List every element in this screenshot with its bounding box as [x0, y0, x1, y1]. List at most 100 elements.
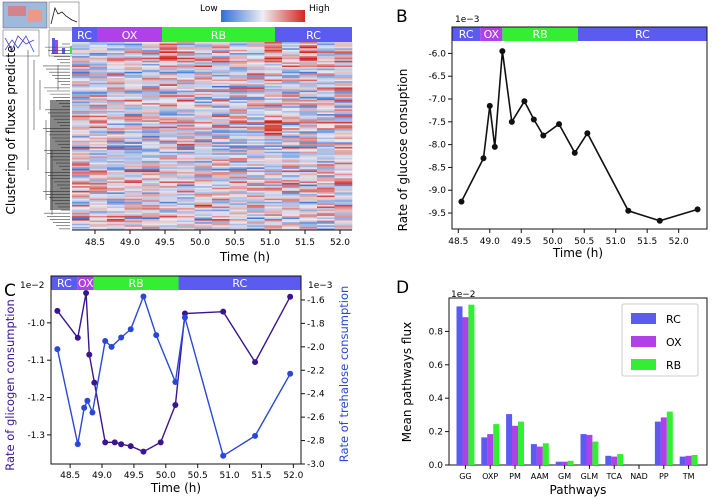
- heatmap-phase-label: RB: [211, 29, 226, 42]
- heatmap-cell: [247, 128, 265, 131]
- heatmap-cell: [212, 209, 230, 212]
- heatmap-cell: [107, 63, 125, 66]
- heatmap-cell: [299, 154, 318, 157]
- heatmap-cell: [299, 209, 318, 212]
- heatmap-cell: [159, 63, 178, 66]
- heatmap-cell: [229, 215, 248, 218]
- heatmap-cell: [264, 151, 283, 154]
- heatmap-cell: [334, 89, 353, 91]
- heatmap-cell: [212, 226, 230, 229]
- heatmap-cell: [247, 57, 265, 60]
- heatmap-cell: [317, 82, 335, 85]
- heatmap-cell: [334, 211, 353, 214]
- heatmap-cell: [194, 167, 213, 170]
- heatmap-cell: [159, 157, 178, 160]
- heatmap-cell: [194, 212, 213, 215]
- heatmap-cell: [229, 117, 248, 120]
- heatmap-cell: [124, 92, 143, 94]
- heatmap-cell: [247, 52, 265, 55]
- bar-ox-glm: [586, 434, 593, 465]
- heatmap-cell: [89, 109, 108, 112]
- heatmap-cell: [317, 222, 335, 225]
- heatmap-cell: [177, 118, 195, 121]
- heatmap-cell: [159, 89, 178, 91]
- trehalose-point: [81, 404, 88, 411]
- heatmap-cell: [107, 139, 125, 141]
- heatmap-cell: [212, 79, 230, 82]
- heatmap-cell: [229, 70, 248, 73]
- heatmap-cell: [317, 161, 335, 163]
- heatmap-cell: [89, 148, 108, 151]
- heatmap-cell: [317, 142, 335, 145]
- heatmap-cell: [107, 206, 125, 209]
- heatmap-cell: [229, 178, 248, 181]
- heatmap-cell: [317, 219, 335, 221]
- heatmap-cell: [299, 184, 318, 187]
- heatmap-cell: [229, 167, 248, 170]
- heatmap-cell: [212, 49, 230, 52]
- heatmap-cell: [247, 192, 265, 195]
- heatmap-cell: [72, 71, 90, 74]
- gt-x-tick-label: 51.0: [220, 471, 240, 481]
- heatmap-cell: [334, 143, 353, 146]
- glucose-y-tick-label: -8.0: [428, 141, 446, 151]
- heatmap-cell: [317, 206, 335, 209]
- heatmap-cell: [212, 65, 230, 68]
- heatmap-cell: [299, 223, 318, 226]
- heatmap-cell: [89, 192, 108, 195]
- heatmap-cell: [89, 95, 108, 98]
- heatmap-cell: [299, 62, 318, 65]
- heatmap-cell: [124, 220, 143, 223]
- heatmap-cell: [299, 140, 318, 143]
- heatmap-cell: [229, 192, 248, 195]
- heatmap-cell: [264, 114, 283, 116]
- heatmap-cell: [282, 42, 300, 44]
- heatmap-cell: [334, 99, 353, 102]
- heatmap-cell: [334, 172, 353, 174]
- heatmap-cell: [212, 43, 230, 46]
- heatmap-cell: [247, 162, 265, 165]
- heatmap-cell: [124, 126, 143, 129]
- heatmap-cell: [247, 87, 265, 90]
- heatmap-cell: [247, 189, 265, 192]
- heatmap-cell: [264, 186, 283, 188]
- heatmap-cell: [72, 186, 90, 188]
- heatmap-cell: [124, 148, 143, 151]
- heatmap-cell: [229, 98, 248, 101]
- heatmap-x-tick-label: 49.0: [120, 238, 140, 248]
- heatmap-cell: [299, 68, 318, 71]
- heatmap-cell: [159, 165, 178, 168]
- heatmap-cell: [299, 67, 318, 69]
- heatmap-cell: [194, 206, 213, 209]
- heatmap-cell: [89, 203, 108, 206]
- heatmap-cell: [299, 115, 318, 118]
- heatmap-cell: [159, 125, 178, 127]
- heatmap-cell: [229, 74, 248, 77]
- heatmap-cell: [299, 170, 318, 173]
- heatmap-cell: [142, 59, 160, 62]
- heatmap-cell: [334, 109, 353, 112]
- heatmap-cell: [159, 179, 178, 182]
- heatmap-cell: [334, 90, 353, 93]
- heatmap-cell: [229, 79, 248, 82]
- glucose-x-tick-label: 51.0: [606, 237, 626, 247]
- heatmap-cell: [334, 57, 353, 60]
- heatmap-cell: [159, 59, 178, 62]
- heatmap-cell: [247, 226, 265, 229]
- heatmap-cell: [247, 125, 265, 127]
- glycogen-point: [83, 289, 90, 296]
- heatmap-cell: [299, 193, 318, 196]
- heatmap-cell: [282, 225, 300, 228]
- heatmap-cell: [124, 164, 143, 167]
- heatmap-cell: [299, 101, 318, 104]
- heatmap-cell: [124, 161, 143, 163]
- heatmap-cell: [124, 60, 143, 63]
- heatmap-cell: [124, 131, 143, 134]
- heatmap-cell: [317, 42, 335, 44]
- bar-ox-tm: [685, 455, 692, 465]
- heatmap-cell: [177, 183, 195, 185]
- heatmap-cell: [299, 206, 318, 209]
- heatmap-cell: [72, 70, 90, 73]
- heatmap-cell: [247, 204, 265, 207]
- heatmap-cell: [264, 145, 283, 148]
